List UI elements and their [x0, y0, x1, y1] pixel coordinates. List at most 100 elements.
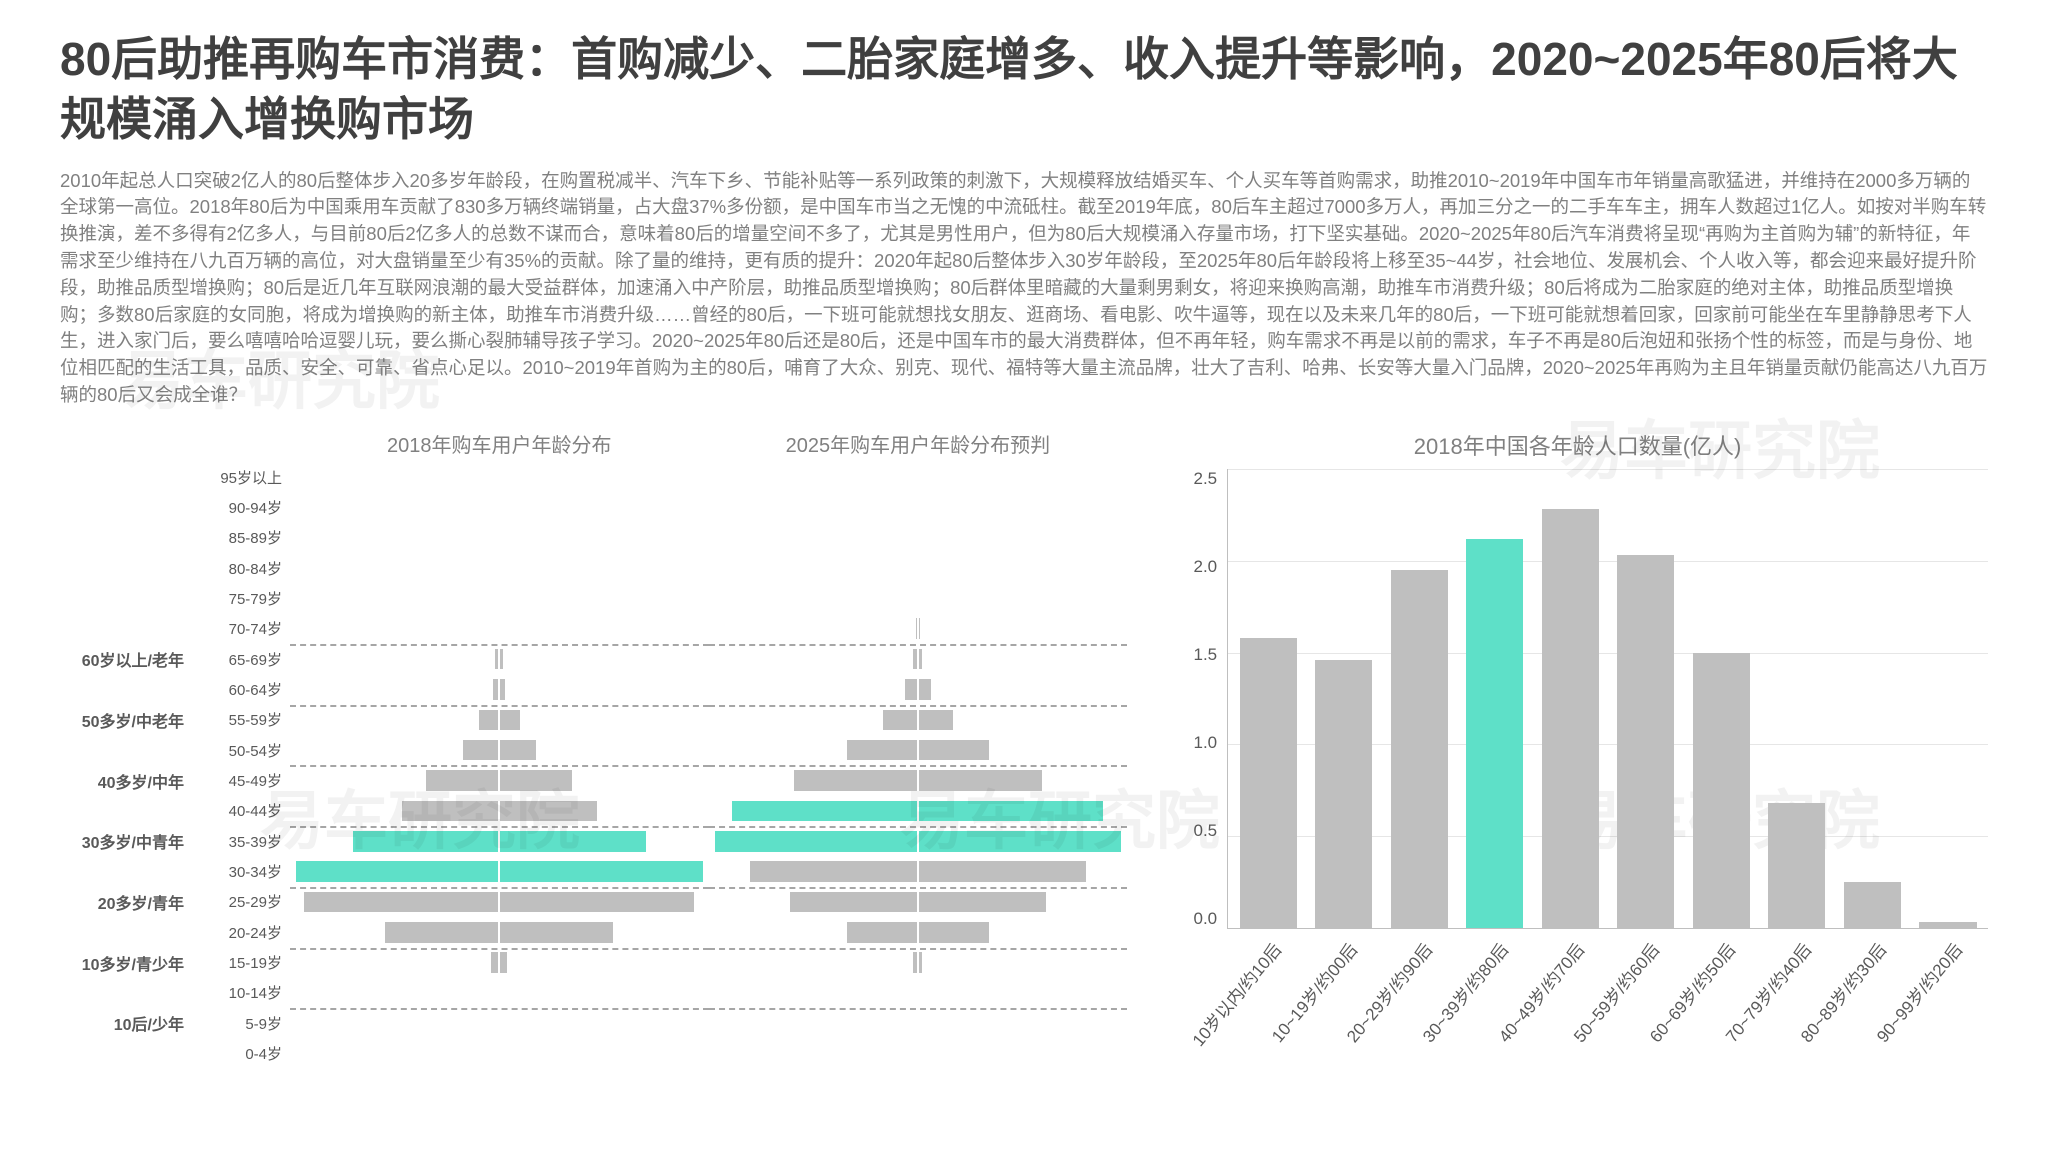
- pyramid-separator: [290, 644, 709, 646]
- pyramid-bar-right: [499, 983, 500, 1004]
- age-bin-label: 30-34岁: [190, 856, 290, 886]
- age-bin-label: 10-14岁: [190, 978, 290, 1008]
- pyramid-row: [296, 796, 703, 826]
- pyramid-bar-right: [918, 649, 922, 670]
- age-group-label: 50多岁/中老年: [82, 708, 184, 732]
- pyramid-row: [715, 614, 1122, 644]
- pyramid-bar-right: [499, 527, 500, 548]
- pyramid-bar-left: [790, 892, 918, 913]
- page-title: 80后助推再购车市消费：首购减少、二胎家庭增多、收入提升等影响，2020~202…: [60, 30, 1988, 150]
- pyramid-bar-right: [499, 618, 500, 639]
- pyramid-row: [715, 1008, 1122, 1038]
- pyramid-row: [296, 583, 703, 613]
- age-bin-label: 25-29岁: [190, 887, 290, 917]
- population-bar: [1240, 638, 1297, 928]
- pyramid-row: [715, 735, 1122, 765]
- y-tick-label: 0.0: [1193, 909, 1217, 929]
- pyramid-bar-right: [499, 861, 702, 882]
- y-tick-label: 2.5: [1193, 469, 1217, 489]
- pyramid-row: [296, 553, 703, 583]
- population-bar: [1391, 570, 1448, 928]
- pyramid-separator: [290, 826, 709, 828]
- age-bin-label: 0-4岁: [190, 1038, 290, 1068]
- pyramid-separator: [709, 948, 1128, 950]
- pyramid-bar-right: [499, 1013, 500, 1034]
- population-bar: [1844, 882, 1901, 928]
- y-axis: 2.52.01.51.00.50.0: [1167, 469, 1227, 1069]
- pyramid-row: [715, 796, 1122, 826]
- pyramid-row: [296, 492, 703, 522]
- y-tick-label: 0.5: [1193, 821, 1217, 841]
- population-bar-chart: 2018年中国各年龄人口数量(亿人) 2.52.01.51.00.50.0 10…: [1167, 429, 1988, 1069]
- pyramid-bar-left: [883, 710, 918, 731]
- pyramid-bar-right: [918, 679, 931, 700]
- pyramid-bar-right: [918, 861, 1086, 882]
- pyramid-bar-left: [463, 740, 500, 761]
- y-tick-label: 1.5: [1193, 645, 1217, 665]
- pyramid-bar-right: [918, 497, 919, 518]
- pyramid-bar-right: [918, 740, 989, 761]
- x-tick-label: 70~79岁/约40后: [1768, 929, 1825, 1069]
- pyramid-row: [296, 674, 703, 704]
- pyramid-row: [296, 917, 703, 947]
- pyramid-2018: [290, 462, 709, 1069]
- pyramid-2018-title: 2018年购车用户年龄分布: [290, 429, 709, 458]
- pyramid-bar-left: [750, 861, 918, 882]
- pyramid-bar-right: [499, 649, 503, 670]
- pyramid-separator: [709, 765, 1128, 767]
- population-chart-title: 2018年中国各年龄人口数量(亿人): [1167, 429, 1988, 461]
- population-bar: [1542, 509, 1599, 928]
- age-bin-label: 5-9岁: [190, 1008, 290, 1038]
- pyramid-bar-left: [402, 801, 500, 822]
- age-bin-label: 65-69岁: [190, 644, 290, 674]
- age-bin-label: 55-59岁: [190, 705, 290, 735]
- pyramid-bar-right: [918, 588, 919, 609]
- pyramid-row: [715, 917, 1122, 947]
- population-bar: [1315, 660, 1372, 928]
- x-tick-label: 20~29岁/约90后: [1390, 929, 1447, 1069]
- pyramid-charts: 2018年购车用户年龄分布 2025年购车用户年龄分布预判 60岁以上/老年50…: [60, 429, 1127, 1069]
- pyramid-row: [296, 1008, 703, 1038]
- pyramid-row: [296, 462, 703, 492]
- pyramid-bar-right: [499, 1043, 500, 1064]
- x-tick-label: 80~89岁/约30后: [1844, 929, 1901, 1069]
- pyramid-row: [296, 978, 703, 1008]
- pyramid-row: [715, 856, 1122, 886]
- pyramid-bar-right: [499, 801, 597, 822]
- bars-canvas: [1227, 469, 1988, 929]
- x-tick-label: 60~69岁/约50后: [1692, 929, 1749, 1069]
- y-tick-label: 1.0: [1193, 733, 1217, 753]
- age-group-labels: 60岁以上/老年50多岁/中老年40多岁/中年30多岁/中青年20多岁/青年10…: [60, 462, 190, 1069]
- pyramid-row: [715, 887, 1122, 917]
- age-bin-label: 85-89岁: [190, 523, 290, 553]
- age-bin-label: 20-24岁: [190, 917, 290, 947]
- pyramid-bar-right: [918, 892, 1046, 913]
- pyramid-row: [296, 826, 703, 856]
- pyramid-bar-right: [499, 892, 694, 913]
- age-bin-label: 40-44岁: [190, 796, 290, 826]
- x-tick-label: 50~59岁/约60后: [1617, 929, 1674, 1069]
- age-bin-label: 90-94岁: [190, 492, 290, 522]
- pyramid-bar-right: [918, 710, 953, 731]
- pyramid-bar-left: [491, 952, 499, 973]
- population-bar: [1466, 539, 1523, 928]
- pyramid-bar-right: [499, 558, 500, 579]
- pyramid-row: [715, 644, 1122, 674]
- pyramid-bar-right: [499, 588, 500, 609]
- pyramid-bar-right: [499, 740, 536, 761]
- pyramid-bar-left: [479, 710, 499, 731]
- pyramid-row: [296, 947, 703, 977]
- pyramid-bar-left: [794, 770, 918, 791]
- pyramid-row: [296, 887, 703, 917]
- age-bin-label: 80-84岁: [190, 553, 290, 583]
- gridline: [1228, 469, 1988, 470]
- pyramid-separator: [709, 1008, 1128, 1010]
- x-tick-label: 40~49岁/约70后: [1541, 929, 1598, 1069]
- pyramid-row: [715, 947, 1122, 977]
- pyramid-separator: [290, 948, 709, 950]
- age-bin-label: 70-74岁: [190, 614, 290, 644]
- age-bin-labels: 95岁以上90-94岁85-89岁80-84岁75-79岁70-74岁65-69…: [190, 462, 290, 1069]
- pyramid-bar-right: [499, 497, 500, 518]
- pyramid-row: [296, 1038, 703, 1068]
- pyramid-bar-right: [918, 831, 1121, 852]
